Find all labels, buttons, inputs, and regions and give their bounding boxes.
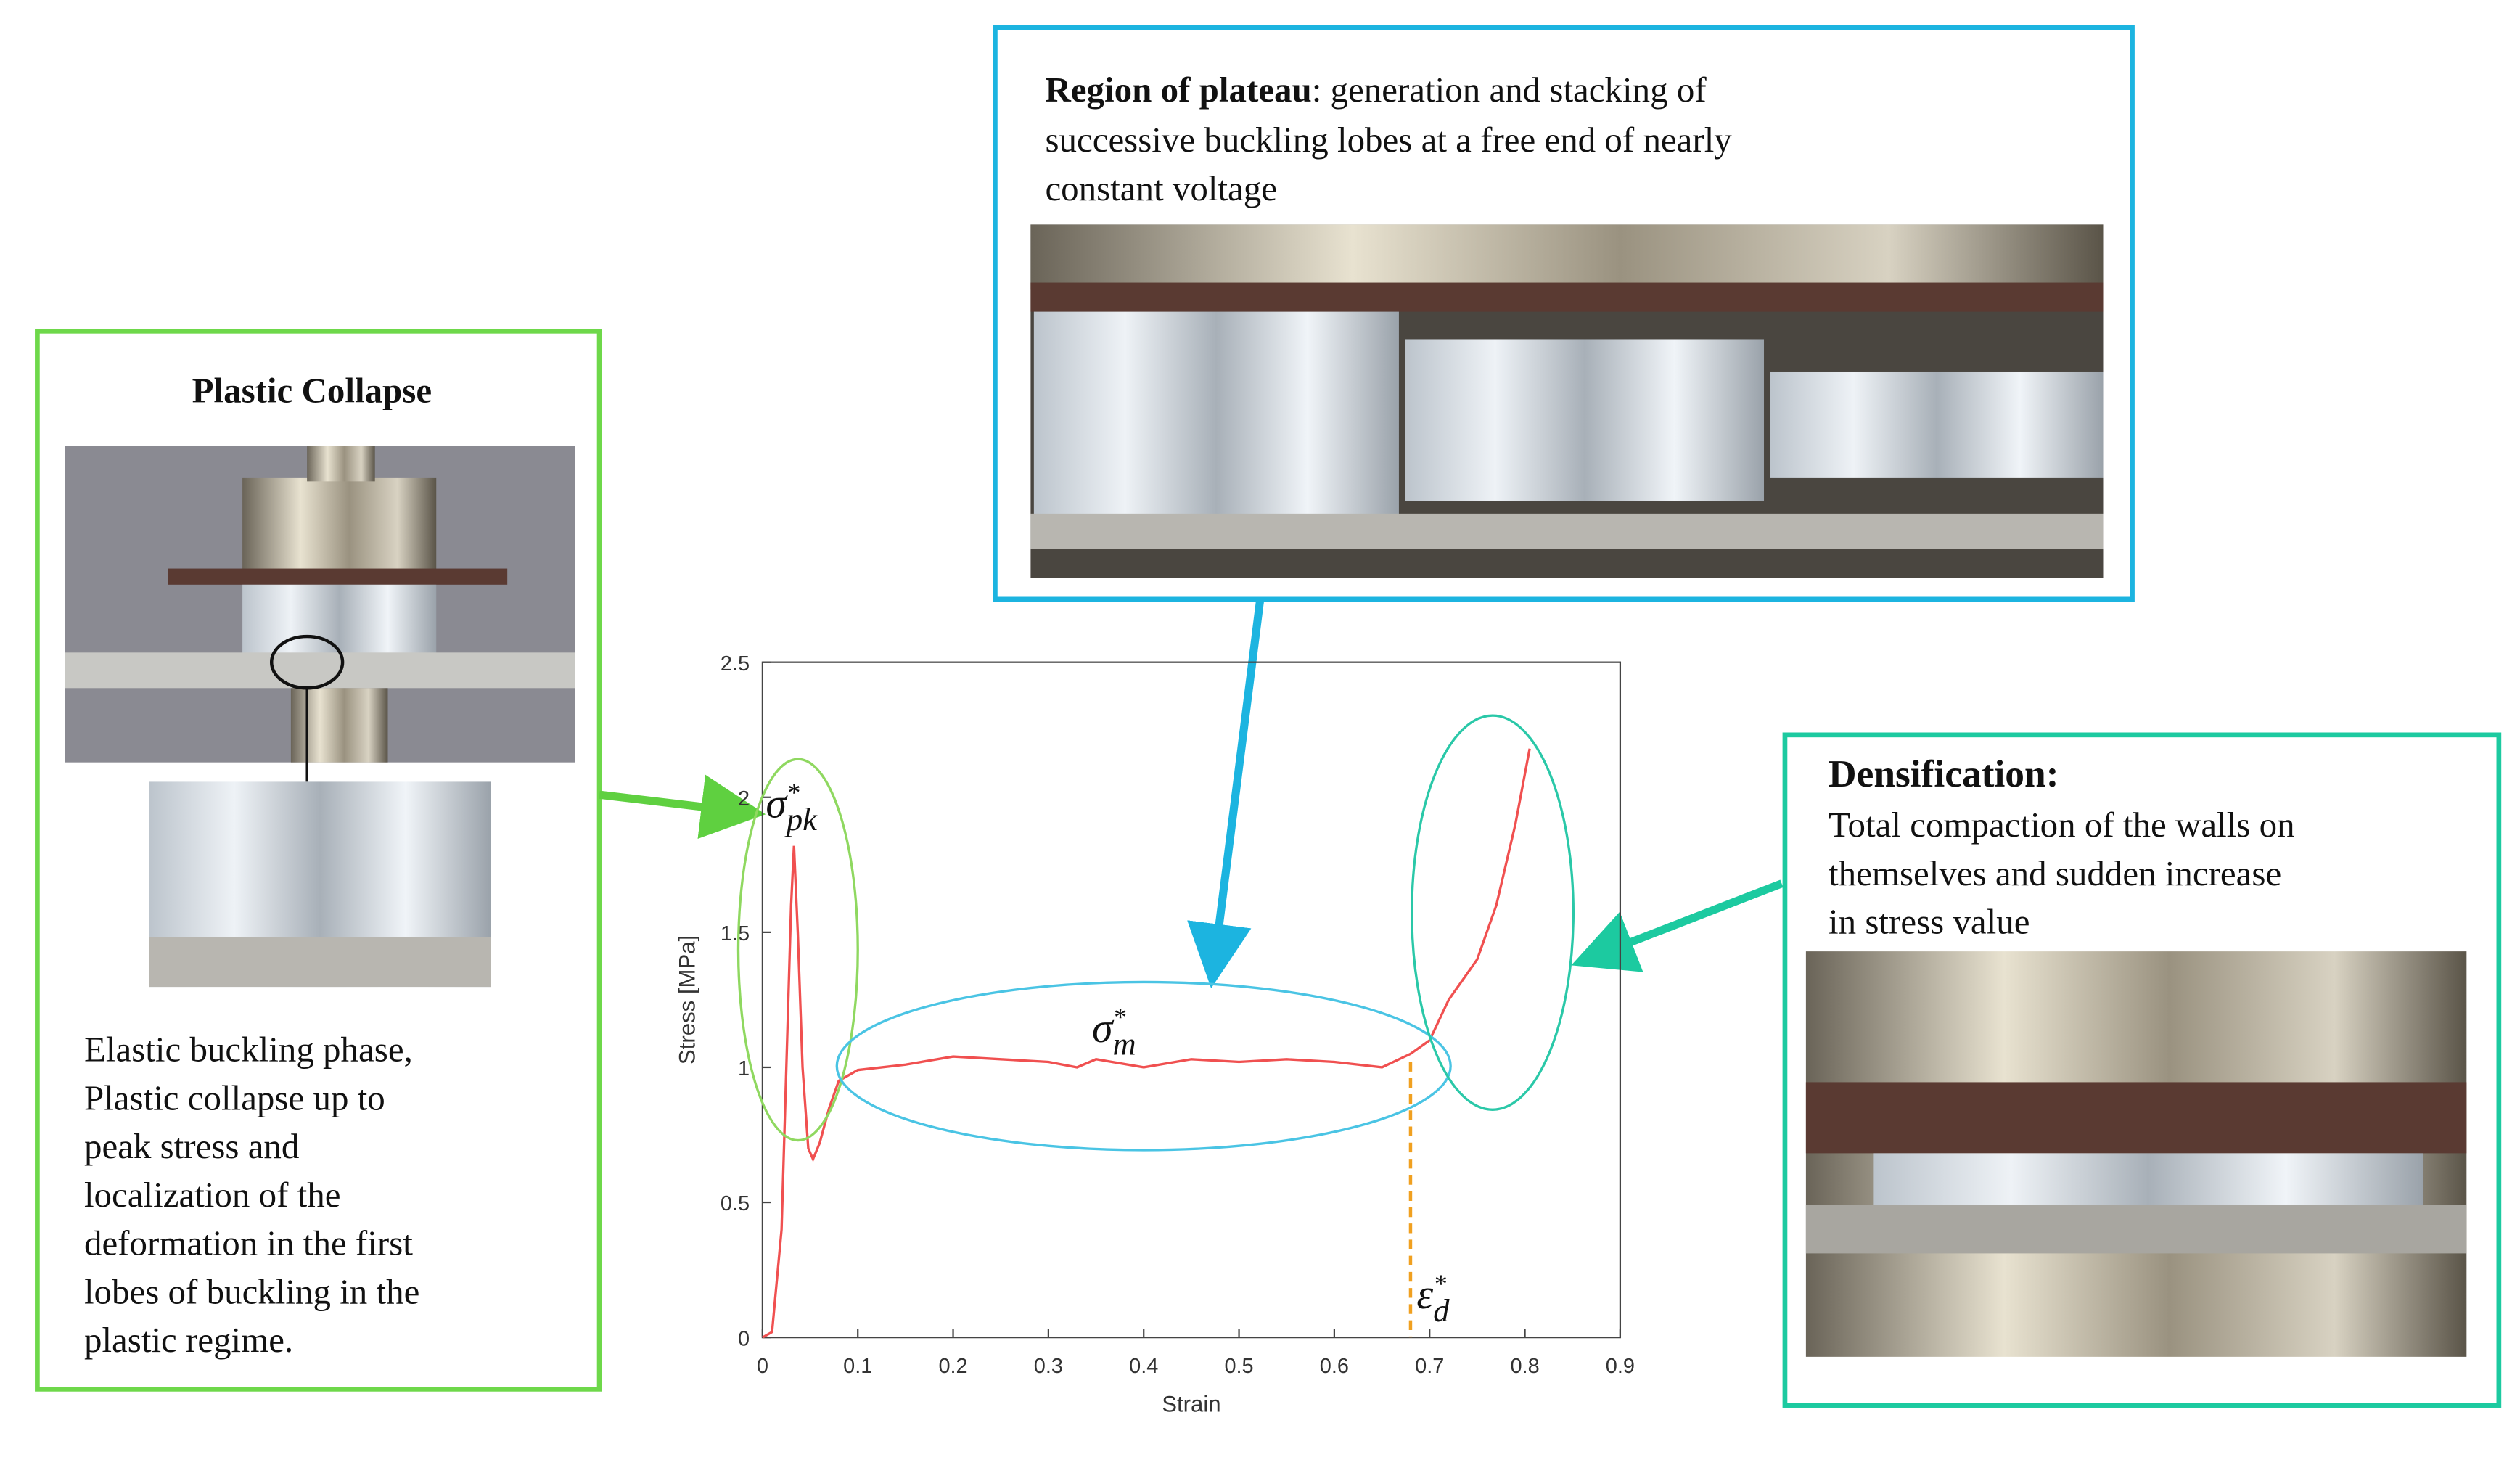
densification-panel: [1782, 732, 2502, 1408]
plateau-region: [835, 980, 1452, 1152]
annotation-sup: *: [1433, 1269, 1446, 1298]
x-tick-label: 0.8: [1510, 1355, 1539, 1378]
plateau-line: constant voltage: [1045, 168, 1277, 208]
plateau-heading: Region of plateau: generation and stacki…: [1045, 70, 1707, 110]
x-tick-label: 0.6: [1320, 1355, 1349, 1378]
x-tick-label: 0.4: [1129, 1355, 1158, 1378]
arrow: [599, 774, 766, 840]
collapse-line: lobes of buckling in the: [84, 1271, 419, 1311]
densification-line: in stress value: [1829, 902, 2029, 942]
densification-line: Total compaction of the walls on: [1829, 805, 2295, 845]
annotation-sup: *: [787, 778, 800, 807]
annotation-symbol: ε: [1416, 1271, 1433, 1318]
plot-frame: [761, 661, 1622, 1339]
annotation: σ* pk: [766, 778, 818, 837]
stress-curve: [762, 748, 1531, 1339]
x-tick-label: 0.5: [1224, 1355, 1253, 1378]
annotation-sub: m: [1113, 1026, 1136, 1062]
x-tick-label: 0.1: [843, 1355, 872, 1378]
densification-photo: [1805, 951, 2467, 1357]
annotation: σ* m: [1092, 1003, 1136, 1062]
collapse-line: Elastic buckling phase,: [84, 1029, 413, 1069]
plateau-title: Region of plateau: [1045, 70, 1311, 110]
x-tick-label: 0.3: [1034, 1355, 1063, 1378]
annotation-sub: pk: [784, 801, 818, 837]
collapse-photo: [65, 446, 575, 988]
x-tick-label: 0.9: [1606, 1355, 1635, 1378]
collapse-line: deformation in the first: [84, 1223, 413, 1263]
y-tick-label: 1: [738, 1057, 750, 1080]
collapse-title: Plastic Collapse: [192, 370, 432, 410]
x-axis-label: Strain: [1162, 1392, 1220, 1417]
plateau-photo: [1030, 224, 2104, 578]
plateau-panel: [993, 25, 2135, 602]
plateau-line: successive buckling lobes at a free end …: [1045, 120, 1732, 160]
collapse-line: localization of the: [84, 1175, 341, 1215]
annotation-sub: d: [1433, 1292, 1450, 1329]
x-tick-label: 0.2: [938, 1355, 967, 1378]
annotation: ε* d: [1416, 1269, 1450, 1329]
y-tick-label: 0.5: [721, 1192, 750, 1215]
y-tick-label: 0: [738, 1327, 750, 1350]
collapse-panel: [35, 328, 602, 1392]
plateau-line: : generation and stacking of: [1312, 70, 1707, 110]
y-tick-label: 1.5: [721, 922, 750, 945]
y-tick-label: 2.5: [721, 652, 750, 676]
y-axis-label: Stress [MPa]: [674, 935, 699, 1064]
annotation-symbol: σ: [1092, 1004, 1115, 1051]
x-tick-label: 0.7: [1415, 1355, 1444, 1378]
collapse-line: Plastic collapse up to: [84, 1078, 385, 1117]
arrow: [1571, 879, 1784, 972]
annotation-sup: *: [1113, 1003, 1126, 1032]
densification-line: themselves and sudden increase: [1829, 853, 2281, 893]
arrow: [1187, 600, 1265, 989]
peak-region: [736, 758, 859, 1142]
y-tick-label: 2: [738, 787, 750, 811]
x-tick-label: 0: [757, 1355, 768, 1378]
collapse-line: peak stress and: [84, 1126, 299, 1166]
annotation-symbol: σ: [766, 779, 788, 826]
collapse-line: plastic regime.: [84, 1320, 293, 1360]
densification-title: Densification:: [1829, 752, 2059, 795]
densification-region: [1411, 714, 1575, 1111]
